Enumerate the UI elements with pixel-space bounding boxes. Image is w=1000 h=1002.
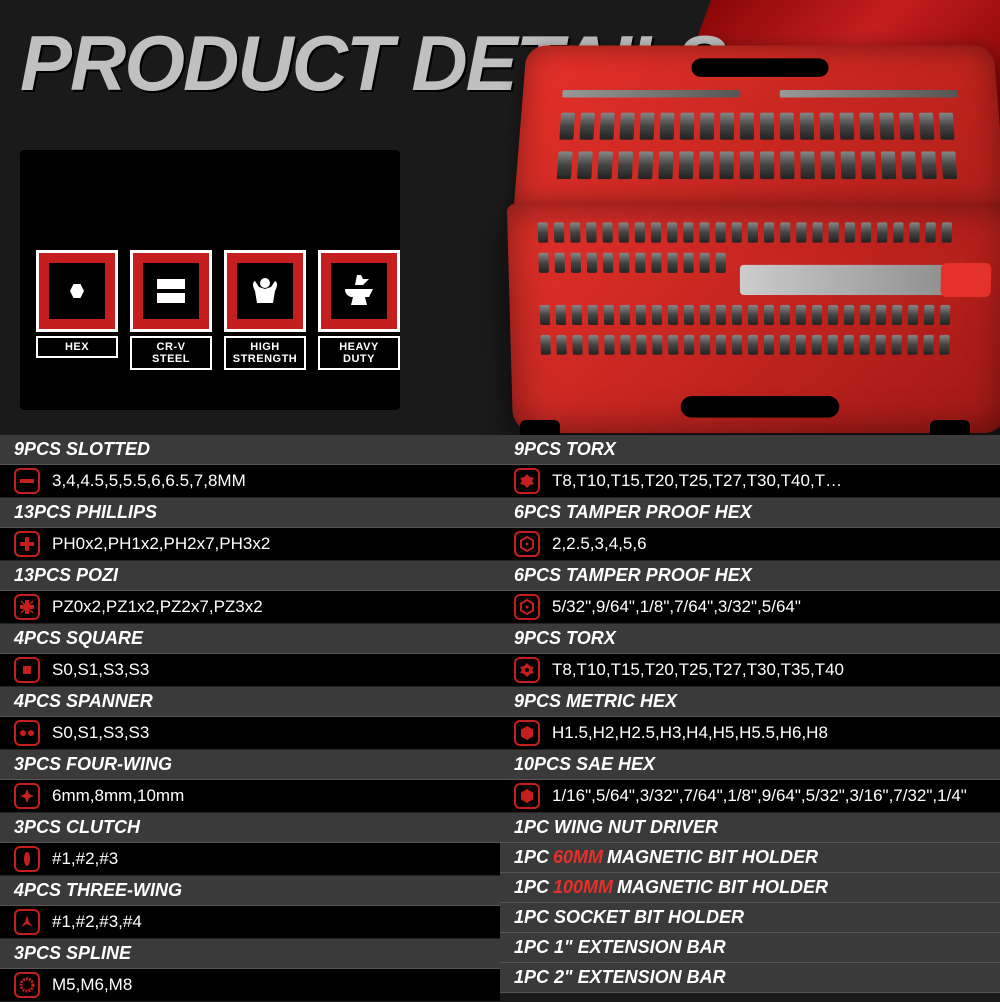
- spec-header: 9PCS SLOTTED: [0, 435, 500, 465]
- anvil-icon: [331, 263, 387, 319]
- badge-high-strength: HIGH STRENGTH: [224, 250, 306, 370]
- badge-crv-steel: CR-V STEEL: [130, 250, 212, 370]
- spec-value: T8,T10,T15,T20,T25,T27,T30,T40,T…: [500, 465, 1000, 498]
- spec-header: 9PCS TORX: [500, 435, 1000, 465]
- spec-header: 3PCS SPLINE: [0, 939, 500, 969]
- specs-table: 9PCS SLOTTED3,4,4.5,5,5.5,6,6.5,7,8MM13P…: [0, 435, 1000, 1002]
- spec-header: 6PCS TAMPER PROOF HEX: [500, 561, 1000, 591]
- spec-header: 6PCS TAMPER PROOF HEX: [500, 498, 1000, 528]
- spec-header: 1PC 60MM MAGNETIC BIT HOLDER: [500, 843, 1000, 873]
- fourwing-icon: [14, 783, 40, 809]
- spec-header: 10PCS SAE HEX: [500, 750, 1000, 780]
- spec-header: 9PCS METRIC HEX: [500, 687, 1000, 717]
- torx-icon: [514, 468, 540, 494]
- square-icon: [14, 657, 40, 683]
- spec-value: 3,4,4.5,5,5.5,6,6.5,7,8MM: [0, 465, 500, 498]
- threewing-icon: [14, 909, 40, 935]
- hex-icon: [514, 720, 540, 746]
- spline-icon: [14, 972, 40, 998]
- spec-header: 4PCS SQUARE: [0, 624, 500, 654]
- product-photo: [470, 40, 1000, 460]
- spec-header: 3PCS FOUR-WING: [0, 750, 500, 780]
- spec-header: 1PC 2" EXTENSION BAR: [500, 963, 1000, 993]
- spec-value: 6mm,8mm,10mm: [0, 780, 500, 813]
- spec-header: 1PC SOCKET BIT HOLDER: [500, 903, 1000, 933]
- torxsec-icon: [514, 657, 540, 683]
- spec-header: 4PCS THREE-WING: [0, 876, 500, 906]
- spec-header: 13PCS POZI: [0, 561, 500, 591]
- phillips-icon: [14, 531, 40, 557]
- spec-header: 13PCS PHILLIPS: [0, 498, 500, 528]
- specs-left-column: 9PCS SLOTTED3,4,4.5,5,5.5,6,6.5,7,8MM13P…: [0, 435, 500, 1002]
- spec-value: PZ0x2,PZ1x2,PZ2x7,PZ3x2: [0, 591, 500, 624]
- spec-value: #1,#2,#3,#4: [0, 906, 500, 939]
- badge-hex: HEX: [36, 250, 118, 370]
- spec-value: #1,#2,#3: [0, 843, 500, 876]
- spec-value: S0,S1,S3,S3: [0, 654, 500, 687]
- clutch-icon: [14, 846, 40, 872]
- hex-icon: [514, 783, 540, 809]
- spec-header: 1PC WING NUT DRIVER: [500, 813, 1000, 843]
- spec-value: T8,T10,T15,T20,T25,T27,T30,T35,T40: [500, 654, 1000, 687]
- spec-header: 4PCS SPANNER: [0, 687, 500, 717]
- spec-value: M5,M6,M8: [0, 969, 500, 1002]
- feature-badges: HEX CR-V STEEL HIGH STRENGTH HEAVY DUTY: [36, 250, 400, 370]
- tamperhex-icon: [514, 594, 540, 620]
- spanner-icon: [14, 720, 40, 746]
- spec-header: 3PCS CLUTCH: [0, 813, 500, 843]
- steel-icon: [143, 263, 199, 319]
- spec-header: 9PCS TORX: [500, 624, 1000, 654]
- spec-header: 1PC 100MM MAGNETIC BIT HOLDER: [500, 873, 1000, 903]
- badge-heavy-duty: HEAVY DUTY: [318, 250, 400, 370]
- spec-value: S0,S1,S3,S3: [0, 717, 500, 750]
- tamperhex-icon: [514, 531, 540, 557]
- slotted-icon: [14, 468, 40, 494]
- hex-icon: [49, 263, 105, 319]
- spec-value: H1.5,H2,H2.5,H3,H4,H5,H5.5,H6,H8: [500, 717, 1000, 750]
- spec-value: 5/32",9/64",1/8",7/64",3/32",5/64": [500, 591, 1000, 624]
- spec-value: 1/16",5/64",3/32",7/64",1/8",9/64",5/32"…: [500, 780, 1000, 813]
- spec-header: 1PC 1" EXTENSION BAR: [500, 933, 1000, 963]
- pozi-icon: [14, 594, 40, 620]
- spec-value: 2,2.5,3,4,5,6: [500, 528, 1000, 561]
- spec-value: PH0x2,PH1x2,PH2x7,PH3x2: [0, 528, 500, 561]
- strength-icon: [237, 263, 293, 319]
- specs-right-column: 9PCS TORXT8,T10,T15,T20,T25,T27,T30,T40,…: [500, 435, 1000, 1002]
